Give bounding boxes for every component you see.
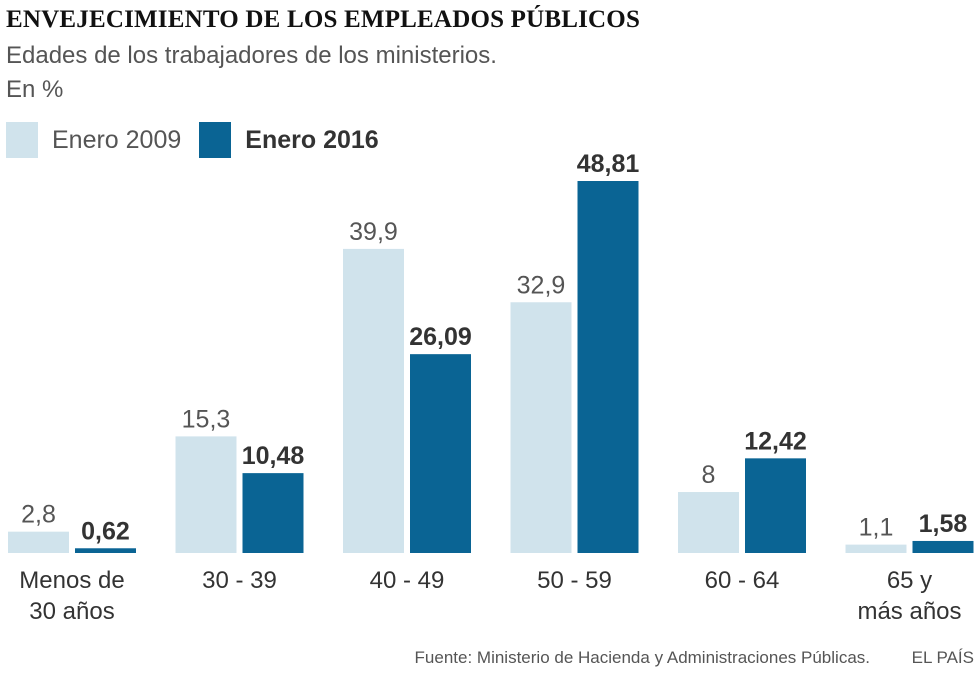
unit-label: En % bbox=[6, 76, 64, 103]
legend-swatch-2009 bbox=[6, 122, 38, 158]
data-label-2009-3: 32,9 bbox=[517, 271, 566, 299]
chart-title: ENVEJECIMIENTO DE LOS EMPLEADOS PÚBLICOS bbox=[6, 6, 641, 33]
legend-swatch-2016 bbox=[199, 122, 232, 158]
bar-2009-2 bbox=[343, 248, 404, 554]
category-label-1-0: 30 - 39 bbox=[202, 567, 277, 594]
data-label-2016-4: 12,42 bbox=[744, 427, 807, 455]
bar-2009-1 bbox=[175, 436, 237, 553]
bar-2016-1 bbox=[242, 473, 304, 553]
source-note: Fuente: Ministerio de Hacienda y Adminis… bbox=[414, 648, 870, 667]
chart-subtitle: Edades de los trabajadores de los minist… bbox=[6, 42, 497, 69]
category-label-5-0: 65 y bbox=[887, 567, 932, 594]
data-label-2009-5: 1,1 bbox=[859, 514, 894, 542]
bar-2016-5 bbox=[912, 540, 974, 553]
data-label-2016-5: 1,58 bbox=[919, 510, 968, 538]
legend-label-2009: Enero 2009 bbox=[52, 125, 182, 154]
category-label-2-0: 40 - 49 bbox=[370, 567, 445, 594]
category-label-5-1: más años bbox=[857, 598, 961, 625]
data-label-2016-2: 26,09 bbox=[409, 323, 472, 351]
data-label-2009-1: 15,3 bbox=[182, 405, 231, 433]
bar-2009-4 bbox=[678, 492, 739, 553]
data-label-2009-4: 8 bbox=[702, 461, 716, 489]
legend-label-2016: Enero 2016 bbox=[245, 125, 379, 154]
data-label-2016-1: 10,48 bbox=[242, 442, 305, 470]
legend-item-2009: Enero 2009 bbox=[6, 122, 181, 158]
data-label-2016-0: 0,62 bbox=[81, 517, 130, 545]
bar-2009-0 bbox=[8, 531, 69, 553]
bar-2016-4 bbox=[745, 458, 806, 553]
category-label-0-0: Menos de bbox=[19, 567, 124, 594]
data-label-2016-3: 48,81 bbox=[577, 150, 640, 178]
category-label-4-0: 60 - 64 bbox=[705, 567, 780, 594]
brand-logo: EL PAÍS bbox=[911, 648, 974, 667]
bar-2009-5 bbox=[845, 544, 907, 553]
category-label-3-0: 50 - 59 bbox=[537, 567, 612, 594]
bar-2009-3 bbox=[510, 302, 572, 553]
legend-item-2016: Enero 2016 bbox=[199, 122, 379, 158]
data-label-2009-0: 2,8 bbox=[21, 501, 56, 529]
bar-2016-2 bbox=[410, 354, 471, 553]
bar-2016-0 bbox=[75, 548, 136, 553]
legend: Enero 2009 Enero 2016 bbox=[6, 122, 397, 158]
category-label-0-1: 30 años bbox=[29, 598, 114, 625]
data-label-2009-2: 39,9 bbox=[349, 218, 398, 246]
bar-2016-3 bbox=[577, 181, 639, 553]
